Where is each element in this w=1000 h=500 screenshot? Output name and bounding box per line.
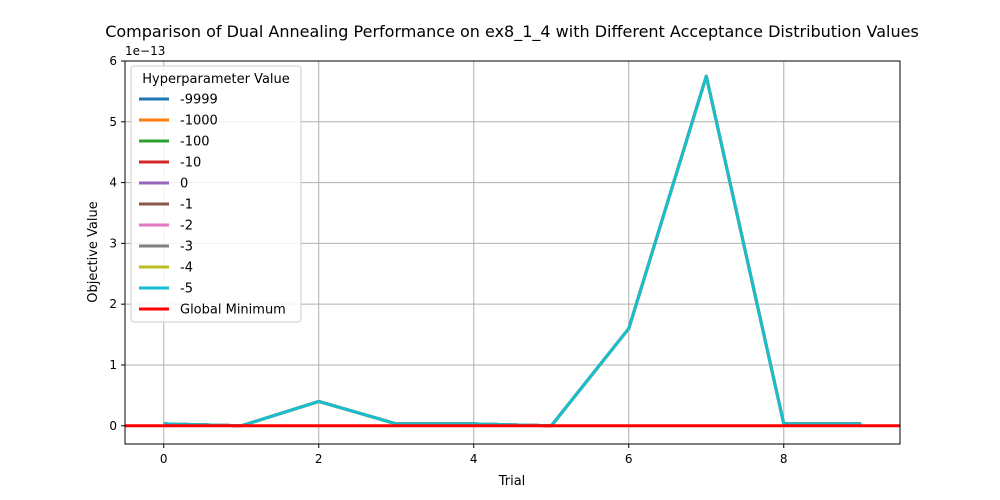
chart-title: Comparison of Dual Annealing Performance… <box>105 22 919 42</box>
plot-frame <box>124 60 901 445</box>
y-axis-label: Objective Value <box>86 201 101 302</box>
y-tick-label: 5 <box>109 115 117 129</box>
y-tick-label: 2 <box>109 297 117 311</box>
x-tick-label: 6 <box>625 452 633 466</box>
x-axis-label: Trial <box>498 474 526 489</box>
legend-label: -9999 <box>180 93 218 108</box>
y-tick-label: 0 <box>109 419 117 433</box>
legend-label: -3 <box>180 240 193 255</box>
legend-label: 0 <box>180 177 188 192</box>
legend-label: -4 <box>180 261 193 276</box>
y-tick-label: 1 <box>109 358 117 372</box>
x-axis: 0 2 4 6 8 <box>160 444 788 466</box>
legend-title: Hyperparameter Value <box>142 72 290 87</box>
x-tick-label: 2 <box>315 452 323 466</box>
legend-label: -5 <box>180 282 193 297</box>
y-tick-label: 4 <box>109 176 117 190</box>
x-tick-label: 8 <box>780 452 788 466</box>
x-tick-label: 0 <box>160 452 168 466</box>
legend-label: -10 <box>180 156 201 171</box>
y-tick-label: 6 <box>109 54 117 68</box>
x-tick-label: 4 <box>470 452 478 466</box>
legend: Hyperparameter Value -9999-1000-100-100-… <box>130 65 302 323</box>
legend-label: -1000 <box>180 114 218 129</box>
y-multiplier-label: 1e−13 <box>125 44 165 58</box>
legend-label: -100 <box>180 135 210 150</box>
legend-label: Global Minimum <box>180 303 286 318</box>
y-tick-label: 3 <box>109 236 117 250</box>
legend-label: -1 <box>180 198 193 213</box>
y-axis: 0 1 2 3 4 5 6 <box>109 54 125 433</box>
legend-box <box>130 65 302 323</box>
legend-label: -2 <box>180 219 193 234</box>
